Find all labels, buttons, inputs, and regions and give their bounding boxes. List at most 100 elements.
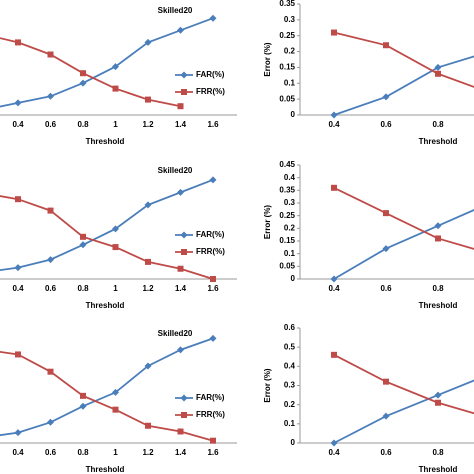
marker [382, 245, 390, 253]
x-tick-label: 0.6 [45, 284, 57, 293]
x-tick-label: 0.6 [45, 120, 57, 129]
y-tick-label: 0.2 [284, 223, 296, 232]
y-tick-label: 0.3 [284, 381, 296, 390]
marker [177, 265, 184, 272]
marker [382, 93, 390, 101]
chart-title: Skilled20 [158, 329, 193, 338]
marker [112, 85, 119, 92]
marker [15, 39, 21, 46]
x-tick-label: 0.4 [328, 120, 340, 129]
y-tick-label: 0.3 [284, 15, 296, 24]
legend-label: FRR(%) [196, 247, 225, 256]
chart-panel: 0 0.05 0.1 0.15 0.2 0.25 0.3 0.35 0.4 0.45 0.4 0.6 0… [263, 160, 474, 310]
y-tick-label: 0.35 [279, 185, 295, 194]
x-tick-label: 0.6 [380, 284, 392, 293]
y-tick-label: 0 [291, 438, 296, 447]
marker [112, 63, 119, 71]
chart-panel: 0.4 0.6 0.8 1 1.2 1.4 1.6 Threshold Skilled20 FAR… [0, 166, 237, 310]
y-axis-label: Error (%) [263, 42, 272, 77]
marker [47, 207, 54, 214]
marker [209, 176, 217, 184]
marker [330, 111, 338, 119]
marker [383, 42, 389, 49]
x-axis-label: Threshold [86, 301, 125, 310]
y-tick-label: 0.45 [279, 160, 295, 169]
marker [145, 96, 151, 103]
x-axis-label: Threshold [86, 137, 125, 146]
marker [209, 14, 217, 22]
legend-marker [181, 412, 187, 418]
x-tick-label: 1.6 [207, 448, 219, 457]
y-tick-label: 0 [291, 110, 296, 119]
y-tick-label: 0.6 [284, 323, 296, 332]
marker [145, 422, 151, 429]
chart-panel: 0.4 0.6 0.8 1 1.2 1.4 1.6 Threshold Skilled20 FAR… [0, 329, 237, 474]
y-tick-label: 0.4 [284, 173, 296, 182]
x-tick-label: 0.4 [12, 120, 24, 129]
marker [435, 399, 441, 406]
legend-label: FRR(%) [196, 87, 225, 96]
y-tick-label: 0.35 [279, 0, 295, 8]
y-tick-label: 0.15 [279, 63, 295, 72]
y-tick-label: 0 [291, 274, 296, 283]
series-line [0, 350, 214, 442]
y-tick-label: 0.25 [279, 31, 295, 40]
legend-label: FAR(%) [196, 393, 225, 402]
marker [79, 402, 87, 410]
marker [209, 334, 217, 342]
marker [210, 276, 216, 282]
marker [383, 210, 389, 217]
marker [144, 201, 152, 209]
x-tick-label: 1.4 [175, 284, 187, 293]
series-line [333, 354, 474, 415]
x-tick-label: 1.2 [142, 448, 154, 457]
x-tick-label: 0.4 [328, 284, 340, 293]
y-tick-label: 0.05 [279, 261, 295, 270]
marker [177, 428, 184, 435]
marker [144, 362, 152, 370]
x-tick-label: 0.4 [328, 448, 340, 457]
legend-marker [181, 89, 187, 95]
series-line [333, 186, 474, 250]
marker [79, 79, 87, 87]
y-axis-label: Error (%) [263, 368, 272, 403]
marker [14, 264, 22, 272]
legend-marker [180, 394, 188, 402]
x-axis-label: Threshold [419, 465, 458, 474]
marker [383, 378, 389, 385]
marker [434, 222, 442, 230]
x-tick-label: 1.4 [175, 448, 187, 457]
y-tick-label: 0.3 [284, 198, 296, 207]
series-line [333, 55, 474, 116]
x-tick-label: 0.4 [12, 284, 24, 293]
series-line [333, 209, 474, 280]
marker [15, 351, 21, 358]
chart-panel: 0 0.05 0.1 0.15 0.2 0.25 0.3 0.35 0.4 0.6 0.8 Thres… [263, 0, 474, 146]
x-tick-label: 0.6 [380, 120, 392, 129]
y-tick-label: 0.1 [284, 249, 296, 258]
x-tick-label: 1 [113, 120, 118, 129]
marker [434, 63, 442, 71]
marker [112, 244, 119, 251]
marker [145, 258, 151, 265]
chart-panel: 0 0.1 0.2 0.3 0.4 0.5 0.6 0.4 0.6 0.8 Threshold Err… [263, 323, 474, 474]
x-tick-label: 1 [113, 284, 118, 293]
x-tick-label: 0.6 [380, 448, 392, 457]
marker [210, 437, 216, 444]
series-line [0, 337, 214, 437]
chart-title: Skilled20 [158, 6, 193, 15]
x-tick-label: 0.8 [77, 448, 89, 457]
y-axis-label: Error (%) [263, 205, 272, 240]
marker [112, 225, 119, 233]
x-axis-label: Threshold [419, 301, 458, 310]
x-tick-label: 1.4 [175, 120, 187, 129]
marker [80, 233, 86, 240]
x-tick-label: 0.8 [432, 284, 444, 293]
series-line [0, 37, 181, 108]
marker [80, 392, 86, 399]
x-tick-label: 0.8 [77, 120, 89, 129]
marker [80, 70, 86, 77]
legend-label: FAR(%) [196, 70, 225, 79]
marker [47, 51, 54, 58]
